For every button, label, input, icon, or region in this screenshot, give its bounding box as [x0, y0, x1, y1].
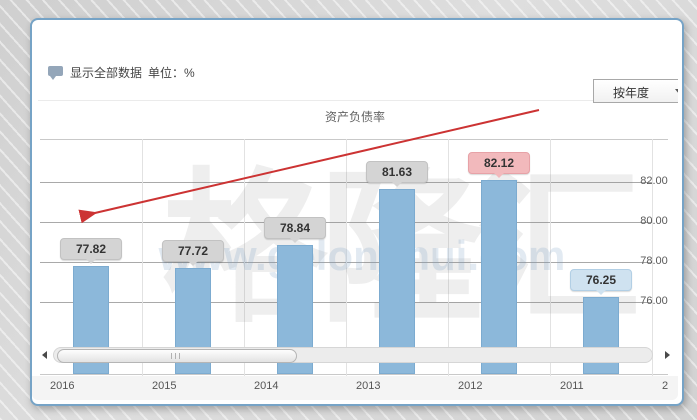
- bar-2012[interactable]: [481, 179, 517, 374]
- x-axis-label: 2013: [356, 380, 381, 392]
- x-axis-label: 2012: [458, 380, 483, 392]
- y-tick-label: 76.00: [640, 295, 668, 307]
- comment-bubble-icon: [48, 66, 63, 80]
- bar-value-callout: 77.82: [60, 237, 122, 264]
- column-separator: [448, 139, 449, 398]
- x-axis-label: 2011: [560, 380, 584, 392]
- x-axis-label: 2016: [50, 380, 75, 392]
- unit-label: 单位：%: [148, 66, 195, 80]
- bar-value-callout: 81.63: [366, 161, 428, 188]
- scrollbar-grip-icon: [179, 353, 180, 359]
- y-tick-label: 82.00: [640, 175, 668, 187]
- bar-2013[interactable]: [379, 189, 415, 374]
- scrollbar-thumb[interactable]: [57, 349, 297, 363]
- x-axis-row: [32, 376, 678, 400]
- show-all-data-label[interactable]: 显示全部数据: [70, 66, 143, 80]
- scrollbar-left-arrow-icon[interactable]: [42, 351, 47, 359]
- plot-top-border: [40, 139, 668, 140]
- x-axis-label-clipped: 2: [662, 380, 669, 392]
- column-separator: [346, 139, 347, 398]
- x-axis-label: 2014: [254, 380, 279, 392]
- scrollbar-grip-icon: [175, 353, 176, 359]
- y-tick-label: 78.00: [640, 255, 668, 267]
- horizontal-scrollbar[interactable]: [40, 347, 670, 364]
- chevron-down-icon[interactable]: [675, 89, 678, 94]
- column-separator: [142, 139, 143, 398]
- bar-value-callout: 76.25: [570, 269, 632, 295]
- watermark-site: www.gelonghui.com: [158, 232, 566, 279]
- chart-title: 资产负债率: [324, 110, 385, 124]
- bar-value-callout: 78.84: [264, 217, 326, 244]
- chart-panel-content: 显示全部数据 单位：% 按年度 资产负债率 格隆汇 www.gelonghui.…: [32, 20, 678, 400]
- watermark-brand: 格隆汇: [162, 115, 641, 354]
- bar-value-callout: 82.12: [468, 151, 530, 178]
- scrollbar-track[interactable]: [53, 347, 653, 363]
- scrollbar-right-arrow-icon[interactable]: [665, 351, 670, 359]
- scrollbar-grip-icon: [171, 353, 172, 359]
- bar-value-callout: 77.72: [162, 239, 224, 266]
- column-separator: [652, 139, 653, 398]
- header-divider: [38, 100, 672, 101]
- y-tick-label: 80.00: [640, 215, 668, 227]
- plot-bottom-border: [40, 374, 668, 375]
- x-axis-label: 2015: [152, 380, 177, 392]
- column-separator: [550, 139, 551, 398]
- period-dropdown[interactable]: 按年度: [593, 79, 678, 103]
- column-separator: [244, 139, 245, 398]
- period-dropdown-value: 按年度: [612, 86, 649, 100]
- chart-panel: 显示全部数据 单位：% 按年度 资产负债率 格隆汇 www.gelonghui.…: [30, 18, 684, 406]
